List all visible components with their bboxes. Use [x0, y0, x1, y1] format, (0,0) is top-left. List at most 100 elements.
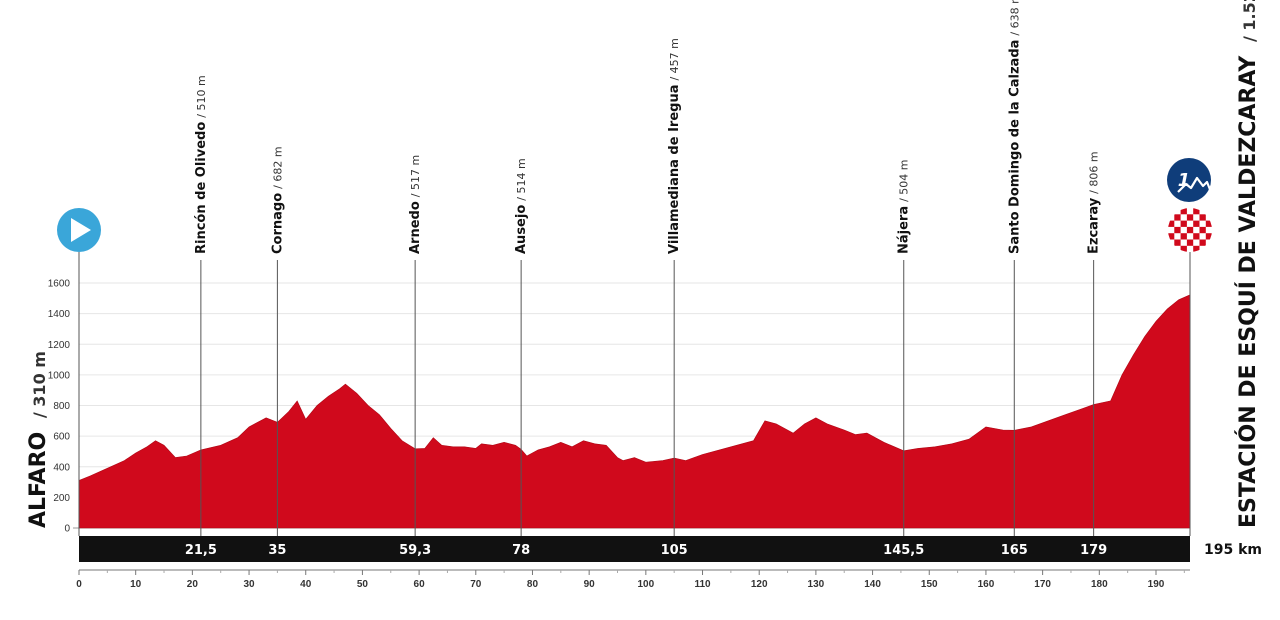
flag-square [1199, 214, 1206, 221]
y-tick-label: 600 [53, 432, 70, 443]
flag-square [1193, 233, 1200, 240]
y-tick-label: 800 [53, 401, 70, 412]
waypoint-altitude: / 638 m [1008, 0, 1021, 36]
flag-square [1205, 245, 1212, 252]
flag-square [1174, 226, 1181, 234]
flag-square [1205, 233, 1212, 240]
x-tick-label: 10 [130, 579, 142, 590]
x-tick-label: 30 [243, 579, 255, 590]
distance-bar: 21,5 35 59,3 78 105 145,5 165 179 [79, 536, 1190, 562]
waypoint-km-label: 145,5 [883, 543, 924, 558]
x-tick-label: 60 [414, 579, 426, 590]
waypoint-lines [78, 252, 1191, 536]
distance-bar-rect [79, 536, 1190, 562]
start-town-altitude: / 310 m [30, 351, 49, 418]
flag-square [1180, 233, 1187, 240]
waypoint-name: Ezcaray [1087, 197, 1102, 254]
flag-square [1180, 220, 1187, 227]
waypoint-name: Nájera [897, 206, 912, 254]
x-tick-label: 120 [751, 579, 768, 590]
x-tick-label: 0 [76, 579, 82, 590]
x-tick-label: 110 [694, 579, 711, 590]
total-distance-label: 195 km [1204, 542, 1262, 558]
start-marker: ALFARO / 310 m [26, 208, 101, 528]
flag-square [1193, 208, 1200, 215]
finish-town-name: ESTACIÓN DE ESQUÍ DE VALDEZCARAY [1235, 55, 1261, 528]
x-tick-label: 40 [300, 579, 312, 590]
flag-square [1205, 220, 1212, 227]
y-tick-label: 400 [53, 462, 70, 473]
flag-squares [1168, 208, 1212, 252]
waypoint-km-label: 105 [661, 543, 688, 558]
flag-square [1180, 208, 1187, 215]
waypoint-km-label: 35 [268, 543, 286, 558]
flag-square [1186, 226, 1194, 234]
flag-square [1199, 226, 1206, 234]
waypoint-label: Ezcaray / 806 m [1087, 151, 1102, 254]
waypoint-altitude: / 517 m [409, 155, 422, 197]
flag-square [1174, 214, 1181, 221]
waypoint-name: Rincón de Olivedo [194, 122, 209, 254]
elevation-area [78, 294, 1191, 529]
x-tick-label: 160 [978, 579, 995, 590]
x-tick-label: 180 [1091, 579, 1108, 590]
flag-square [1186, 239, 1194, 246]
x-tick-label: 150 [921, 579, 938, 590]
x-tick-label: 50 [357, 579, 369, 590]
finish-checkered-flag-icon [1168, 208, 1212, 252]
waypoint-name: Cornago [270, 193, 285, 254]
y-axis-labels: 0 200 400 600 800 1000 1200 1400 1600 [48, 279, 71, 535]
waypoint-label: Arnedo / 517 m [408, 155, 423, 254]
flag-square [1180, 245, 1187, 252]
flag-square [1168, 233, 1175, 240]
flag-square [1193, 245, 1200, 252]
finish-town-label: ESTACIÓN DE ESQUÍ DE VALDEZCARAY / 1.523… [1235, 0, 1261, 528]
x-tick-label: 130 [808, 579, 825, 590]
waypoint-km-label: 78 [512, 543, 530, 558]
finish-marker: 1 ESTACIÓN DE ESQUÍ DE VALDEZCARAY / 1.5… [1167, 0, 1261, 528]
waypoint-km-label: 165 [1001, 543, 1028, 558]
y-tick-label: 1600 [48, 279, 71, 290]
waypoint-altitude: / 504 m [898, 159, 911, 201]
x-tick-label: 190 [1148, 579, 1165, 590]
flag-square [1168, 245, 1175, 252]
mountain-peaks-icon [1177, 176, 1213, 193]
flag-square [1186, 214, 1194, 221]
start-town-name: ALFARO [26, 432, 51, 528]
flag-square [1168, 220, 1175, 227]
waypoint-label: Cornago / 682 m [270, 146, 285, 254]
y-tick-label: 1400 [48, 309, 71, 320]
waypoint-altitude: / 682 m [271, 146, 284, 188]
waypoint-km-label: 21,5 [185, 543, 217, 558]
waypoint-altitude: / 514 m [515, 158, 528, 200]
elevation-profile-path [78, 294, 1191, 529]
x-tick-label: 70 [470, 579, 482, 590]
x-tick-label: 140 [864, 579, 881, 590]
x-tick-label: 80 [527, 579, 539, 590]
y-tick-label: 1000 [48, 370, 71, 381]
waypoint-label: Rincón de Olivedo / 510 m [194, 75, 209, 254]
waypoint-altitude: / 510 m [195, 75, 208, 117]
start-town-label: ALFARO / 310 m [26, 351, 51, 528]
flag-square [1193, 220, 1200, 227]
waypoint-name: Villamediana de Iregua [667, 85, 682, 254]
waypoint-name: Santo Domingo de la Calzada [1007, 40, 1022, 254]
flag-square [1174, 239, 1181, 246]
waypoint-label: Santo Domingo de la Calzada / 638 m [1007, 0, 1022, 254]
waypoint-name: Arnedo [408, 201, 423, 254]
waypoint-label: Nájera / 504 m [897, 159, 912, 254]
waypoint-labels: Rincón de Olivedo / 510 m Cornago / 682 m Ar… [194, 0, 1102, 254]
play-triangle-icon [71, 218, 91, 242]
x-tick-label: 90 [584, 579, 596, 590]
waypoint-altitude: / 457 m [668, 38, 681, 80]
y-tick-label: 0 [64, 524, 70, 535]
y-tick-label: 1200 [48, 340, 71, 351]
flag-square [1168, 208, 1175, 215]
climb-category-number: 1 [1178, 170, 1191, 191]
waypoint-altitude: / 806 m [1088, 151, 1101, 193]
waypoint-km-label: 179 [1080, 543, 1107, 558]
y-tick-label: 200 [53, 493, 70, 504]
waypoint-km-label: 59,3 [399, 543, 431, 558]
finish-town-altitude: / 1.523 m [1240, 0, 1259, 42]
